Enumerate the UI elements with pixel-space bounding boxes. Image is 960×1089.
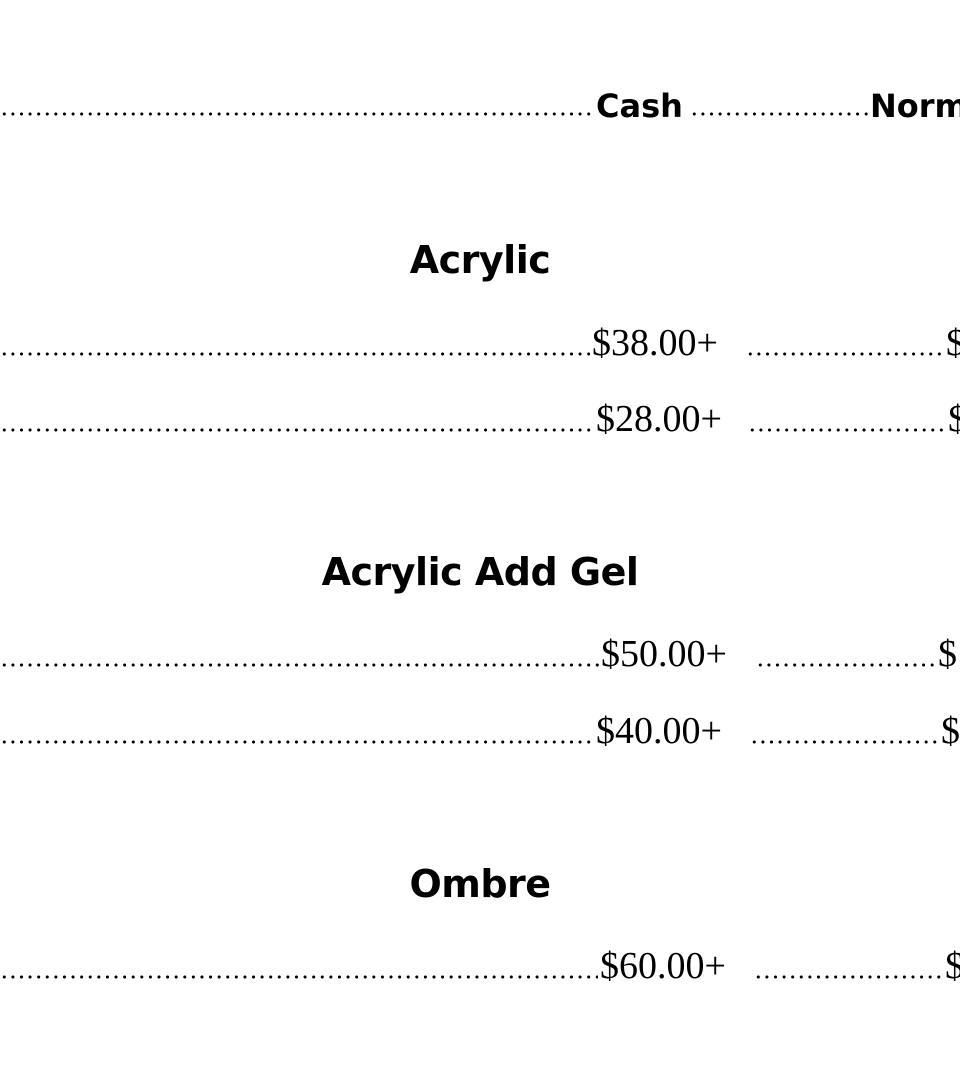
price-row: $28.00+ $ <box>0 394 960 444</box>
normal-column-header: Norm <box>870 87 960 125</box>
leader-dots <box>690 112 868 116</box>
leader-dots <box>750 740 940 744</box>
cash-price: $40.00+ <box>596 710 722 752</box>
normal-price: $ <box>948 398 960 440</box>
leader-dots <box>0 428 594 432</box>
leader-dots <box>748 428 948 432</box>
normal-price: $ <box>945 945 960 987</box>
cash-price: $38.00+ <box>592 322 718 364</box>
leader-dots <box>0 663 599 667</box>
leader-dots <box>0 112 594 116</box>
leader-dots <box>746 352 946 356</box>
cash-price: $50.00+ <box>601 633 727 675</box>
leader-dots <box>0 975 598 979</box>
normal-price: $ <box>946 322 960 364</box>
price-row: $60.00+ $ <box>0 941 960 991</box>
section-title: Ombre <box>409 862 551 906</box>
leader-dots <box>0 352 590 356</box>
price-row: $38.00+ $ <box>0 318 960 368</box>
cash-price: $60.00+ <box>600 945 726 987</box>
cash-price: $28.00+ <box>596 398 722 440</box>
normal-price: $ <box>938 633 957 675</box>
leader-dots <box>756 663 938 667</box>
section-title: Acrylic <box>409 238 551 282</box>
price-row: $40.00+ $ <box>0 706 960 756</box>
section-title: Acrylic Add Gel <box>321 550 639 594</box>
cash-column-header: Cash <box>596 87 683 125</box>
leader-dots <box>0 740 594 744</box>
header-row: Cash Norm <box>0 78 960 128</box>
normal-price: $ <box>941 710 960 752</box>
leader-dots <box>754 975 944 979</box>
price-row: $50.00+ $ <box>0 629 960 679</box>
